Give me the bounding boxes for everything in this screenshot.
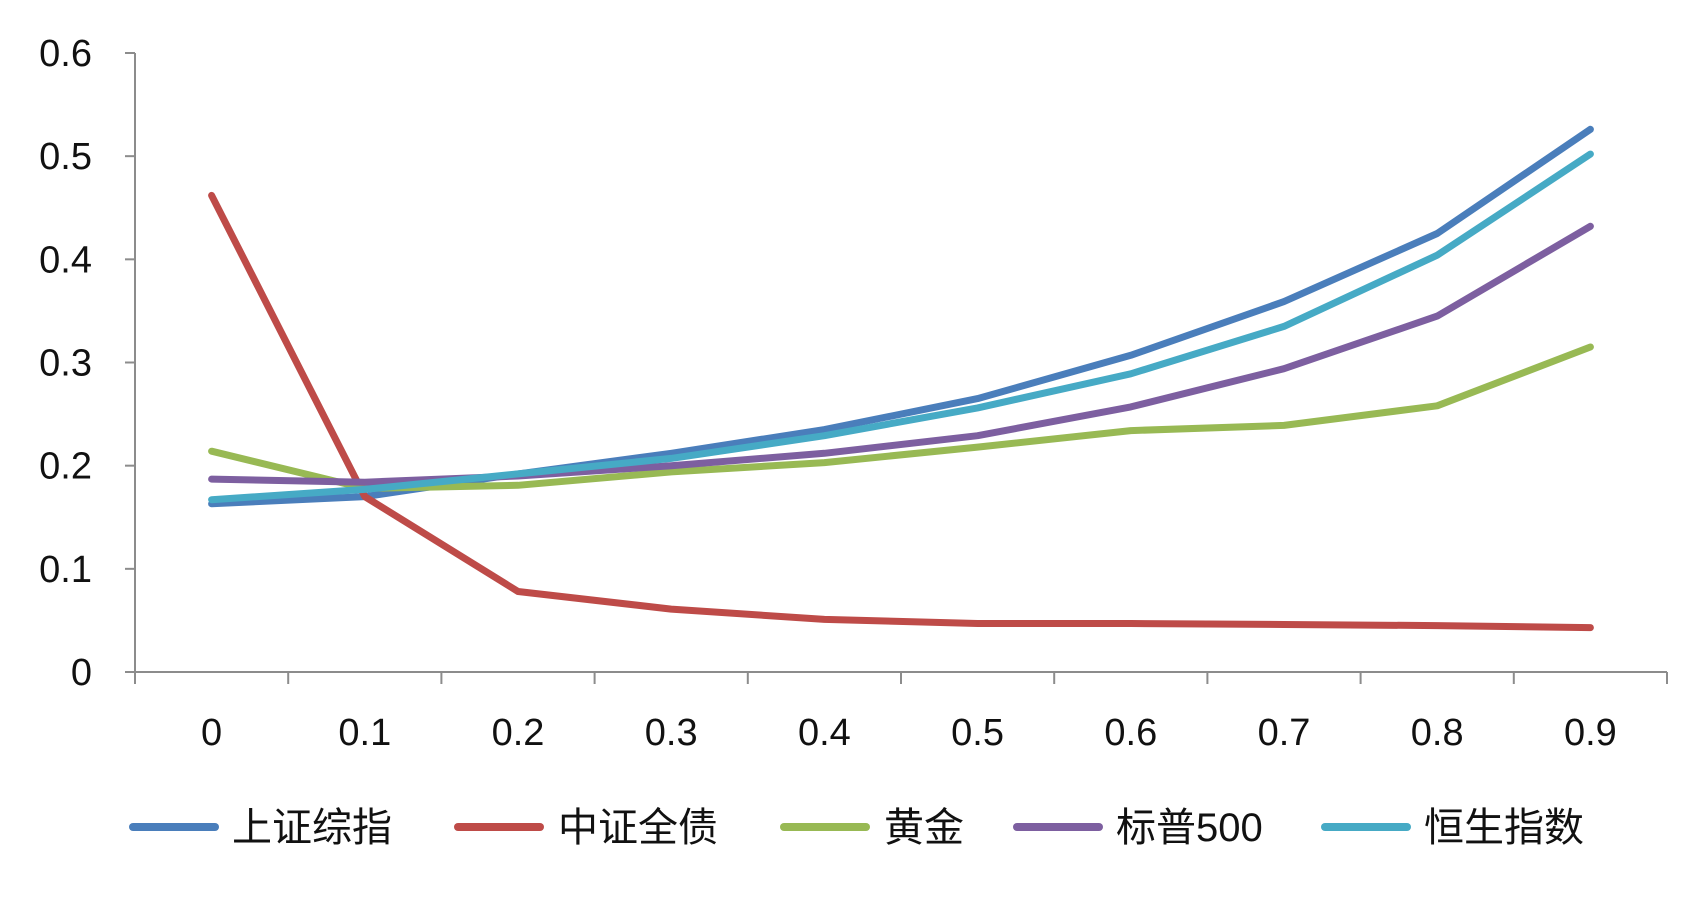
x-tick-label: 0.2 [492, 712, 545, 754]
y-tick-label: 0.6 [39, 33, 92, 75]
x-tick-label: 0.9 [1564, 712, 1617, 754]
axes [125, 52, 1668, 684]
x-tick-label: 0.8 [1411, 712, 1464, 754]
series-line-3 [208, 222, 1594, 486]
legend: 上证综指 中证全债 黄金 标普500 恒生指数 [129, 806, 1584, 850]
x-tick-label: 0.6 [1104, 712, 1157, 754]
legend-label-1: 中证全债 [558, 806, 718, 850]
y-tick-label: 0 [71, 652, 92, 694]
y-tick-label: 0.1 [39, 549, 92, 591]
tick-labels: 0 0.1 0.2 0.3 0.4 0.5 0.6 0 0.1 0.2 0.3 0.4 0.5 0.6 0.… [39, 33, 1617, 754]
series-lines [208, 125, 1594, 632]
x-tick-label: 0.5 [951, 712, 1004, 754]
x-tick-label: 0.7 [1258, 712, 1311, 754]
legend-label-2: 黄金 [884, 806, 964, 850]
series-line-2 [208, 343, 1594, 492]
y-tick-label: 0.2 [39, 446, 92, 488]
x-tick-label: 0.3 [645, 712, 698, 754]
legend-label-4: 恒生指数 [1424, 806, 1584, 850]
y-tick-label: 0.5 [39, 136, 92, 178]
series-line-4 [208, 150, 1594, 504]
series-line-1 [208, 191, 1594, 632]
y-tick-label: 0.4 [39, 239, 92, 281]
legend-label-3: 标普500 [1116, 806, 1263, 850]
x-tick-label: 0.1 [338, 712, 391, 754]
x-tick-label: 0.4 [798, 712, 851, 754]
legend-label-0: 上证综指 [232, 806, 392, 850]
x-tick-label: 0 [201, 712, 222, 754]
y-tick-label: 0.3 [39, 343, 92, 385]
